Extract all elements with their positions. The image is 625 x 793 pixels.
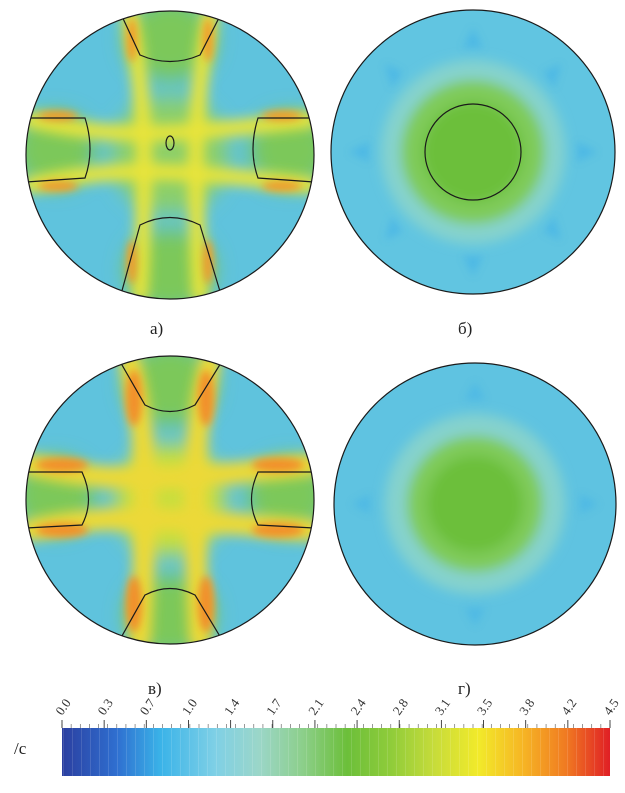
colorbar: /с 0.0 0.3 0.7 1.0 1.4 1.7 2.1 2.4 2.8 3.1 3.5 3.8 4…: [14, 695, 622, 776]
panel-g-boundary: [333, 362, 617, 646]
panel-label-b: б): [458, 319, 472, 338]
panel-label-g: г): [458, 679, 471, 698]
panel-b: [331, 10, 615, 294]
panel-g: [334, 363, 616, 645]
colorbar-tick-label: 4.5: [600, 696, 622, 718]
colorbar-tick-label: 4.2: [558, 696, 580, 718]
panel-v: [26, 356, 314, 644]
colorbar-tick-labels: 0.0 0.3 0.7 1.0 1.4 1.7 2.1 2.4 2.8 3.1 3.5 3.8 4.2 4…: [52, 695, 622, 717]
colorbar-tick-label: 2.8: [389, 696, 411, 718]
colorbar-tick-label: 0.7: [136, 695, 158, 717]
panel-a-boundary: [25, 10, 315, 300]
panel-label-a: а): [150, 319, 163, 338]
panel-v-boundary: [25, 355, 315, 645]
panel-a: [26, 11, 314, 299]
colorbar-unit: /с: [14, 739, 27, 758]
colorbar-tick-label: 2.4: [347, 695, 369, 717]
colorbar-steps: [62, 728, 610, 776]
colorbar-tick-label: 1.7: [263, 695, 285, 717]
colorbar-ticks: [61, 720, 611, 728]
colorbar-tick-label: 3.5: [474, 696, 496, 718]
colorbar-tick-label: 0.0: [52, 696, 74, 718]
colorbar-tick-label: 1.4: [221, 695, 243, 717]
panel-label-v: в): [148, 679, 162, 698]
colorbar-tick-label: 0.3: [94, 696, 116, 718]
colorbar-tick-label: 1.0: [179, 696, 201, 718]
colorbar-tick-label: 2.1: [305, 696, 327, 718]
panel-b-boundary: [330, 9, 616, 295]
colorbar-tick-label: 3.8: [516, 696, 538, 718]
colorbar-tick-label: 3.1: [432, 696, 454, 718]
